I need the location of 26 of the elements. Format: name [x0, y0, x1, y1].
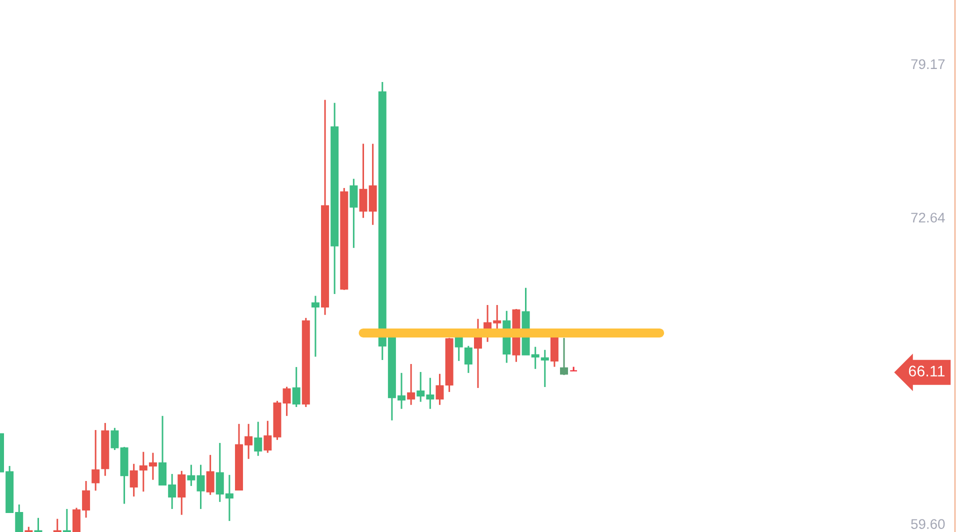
candlestick	[62, 508, 71, 532]
y-tick-label: 79.17	[911, 59, 945, 70]
candlestick	[196, 464, 205, 510]
candlestick	[130, 463, 138, 498]
candlestick	[92, 429, 100, 492]
candlestick	[254, 421, 262, 457]
candlestick	[187, 464, 196, 487]
candlestick	[282, 386, 291, 417]
candlestick	[110, 427, 119, 451]
candlestick	[436, 373, 444, 406]
y-tick-label: 72.64	[911, 212, 945, 223]
candlestick	[292, 366, 300, 408]
candlestick	[560, 337, 568, 376]
candlestick	[474, 318, 482, 389]
candlestick	[311, 295, 320, 358]
candlestick	[206, 454, 214, 496]
candlestick	[540, 349, 549, 388]
candlestick	[350, 178, 358, 249]
y-tick-label: 59.60	[911, 519, 945, 529]
candlestick	[464, 345, 472, 374]
candlestick	[34, 517, 42, 532]
candlestick	[178, 470, 186, 516]
y-tick-label: 66.11	[908, 366, 945, 376]
candlestick	[53, 518, 62, 532]
candlestick	[407, 363, 416, 406]
candlestick	[550, 337, 558, 368]
